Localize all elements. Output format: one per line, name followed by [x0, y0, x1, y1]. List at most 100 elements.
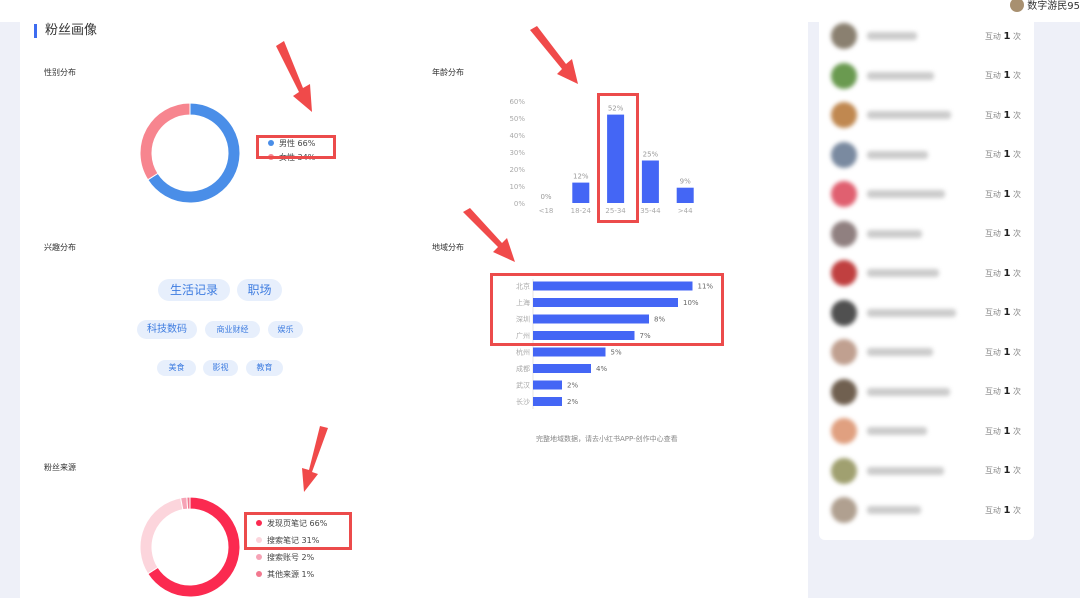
avatar	[831, 23, 857, 49]
age-bar	[641, 160, 659, 203]
region-bar	[533, 380, 562, 390]
avatar	[831, 102, 857, 128]
dot-icon	[256, 571, 262, 577]
fan-list-item[interactable]: 互动 1 次	[831, 457, 1021, 485]
source-legend: 发现页笔记 66% 搜索笔记 31% 搜索账号 2% 其他来源 1%	[256, 515, 327, 583]
fan-name-blurred	[867, 506, 921, 514]
bar-value-label: 52%	[608, 105, 624, 113]
avatar	[831, 260, 857, 286]
fan-list-item[interactable]: 互动 1 次	[831, 62, 1021, 90]
user-menu[interactable]: 数字游民95	[1010, 0, 1080, 12]
interest-title: 兴趣分布	[44, 243, 76, 252]
bar-value-label: 4%	[596, 365, 607, 373]
interest-tag: 科技数码	[137, 320, 197, 339]
legend-item: 发现页笔记 66%	[256, 515, 327, 532]
interaction-count: 互动 1 次	[984, 30, 1021, 42]
fan-list-panel: 互动 1 次互动 1 次互动 1 次互动 1 次互动 1 次互动 1 次互动 1…	[819, 22, 1034, 540]
fan-list-item[interactable]: 互动 1 次	[831, 180, 1021, 208]
interest-tag: 美食	[157, 360, 196, 376]
avatar	[831, 62, 857, 89]
fan-name-blurred	[867, 348, 933, 356]
fan-name-blurred	[867, 32, 917, 40]
region-note: 完整地域数据，请去小红书APP-创作中心查看	[536, 435, 678, 443]
region-label: 长沙	[516, 397, 530, 406]
fan-list-item[interactable]: 互动 1 次	[831, 417, 1021, 445]
bar-value-label: 5%	[611, 349, 622, 357]
fan-list-item[interactable]: 互动 1 次	[831, 299, 1021, 327]
source-slice	[147, 496, 241, 598]
interaction-count: 互动 1 次	[984, 109, 1021, 121]
avatar	[831, 457, 857, 484]
gender-title: 性别分布	[44, 68, 76, 77]
username: 数字游民95	[1027, 1, 1080, 12]
avatar	[831, 418, 857, 444]
interest-tag: 娱乐	[268, 321, 303, 338]
bar-value-label: 7%	[640, 332, 651, 340]
fan-name-blurred	[867, 387, 950, 396]
source-title: 粉丝来源	[44, 463, 76, 472]
y-tick-label: 40%	[509, 132, 525, 140]
fan-list-item[interactable]: 互动 1 次	[831, 220, 1021, 248]
fan-list-item[interactable]: 互动 1 次	[831, 338, 1021, 366]
bar-value-label: 0%	[540, 193, 551, 201]
bar-value-label: 25%	[643, 151, 659, 159]
interest-tag: 教育	[246, 360, 283, 376]
region-label: 深圳	[516, 315, 530, 324]
y-tick-label: 20%	[509, 166, 525, 174]
x-tick-label: >44	[678, 207, 693, 215]
male-dot-icon	[268, 140, 274, 146]
avatar	[831, 339, 857, 365]
x-tick-label: 18-24	[571, 207, 592, 215]
interaction-count: 互动 1 次	[984, 70, 1021, 81]
interest-tag: 影视	[203, 360, 238, 376]
fan-name-blurred	[867, 269, 939, 277]
interaction-count: 互动 1 次	[984, 307, 1021, 318]
fan-name-blurred	[867, 190, 945, 198]
region-bar	[533, 331, 635, 340]
top-bar: 数字游民95	[0, 0, 1080, 22]
region-bar	[533, 281, 693, 291]
region-label: 广州	[516, 331, 530, 340]
fan-profile-panel	[20, 22, 808, 598]
highlight-box	[490, 273, 724, 346]
avatar	[831, 299, 857, 326]
region-bar	[533, 397, 562, 406]
bar-value-label: 9%	[680, 178, 691, 186]
bar-value-label: 2%	[567, 382, 578, 390]
interaction-count: 互动 1 次	[984, 346, 1021, 358]
fan-list-item[interactable]: 互动 1 次	[831, 22, 1021, 50]
interaction-count: 互动 1 次	[984, 425, 1021, 437]
section-title: 粉丝画像	[34, 24, 97, 38]
age-bar	[607, 114, 625, 203]
avatar	[1010, 0, 1025, 12]
fan-name-blurred	[867, 111, 951, 119]
fan-list-item[interactable]: 互动 1 次	[831, 259, 1021, 287]
fan-list-item[interactable]: 互动 1 次	[831, 378, 1021, 406]
interaction-count: 互动 1 次	[984, 149, 1021, 160]
age-title: 年龄分布	[432, 68, 464, 77]
region-label: 北京	[516, 282, 530, 291]
interaction-count: 互动 1 次	[984, 267, 1021, 279]
avatar	[831, 220, 857, 247]
region-label: 杭州	[516, 348, 530, 357]
gender-slice	[139, 102, 191, 181]
fan-list-item[interactable]: 互动 1 次	[831, 141, 1021, 169]
bar-value-label: 8%	[654, 316, 665, 324]
avatar	[831, 378, 857, 405]
age-bar	[676, 187, 694, 203]
fan-list-item[interactable]: 互动 1 次	[831, 101, 1021, 129]
avatar	[831, 181, 857, 207]
legend-item-male: 男性 66%	[268, 137, 315, 151]
legend-item: 搜索笔记 31%	[256, 532, 327, 549]
region-bar	[533, 298, 678, 307]
fan-list-item[interactable]: 互动 1 次	[831, 496, 1021, 524]
fan-name-blurred	[867, 308, 956, 317]
fan-name-blurred	[867, 150, 928, 159]
fan-name-blurred	[867, 229, 922, 238]
interaction-count: 互动 1 次	[984, 228, 1021, 239]
region-label: 上海	[516, 298, 530, 307]
region-label: 武汉	[516, 381, 530, 390]
x-tick-label: 25-34	[605, 207, 626, 215]
source-slice	[139, 497, 184, 575]
